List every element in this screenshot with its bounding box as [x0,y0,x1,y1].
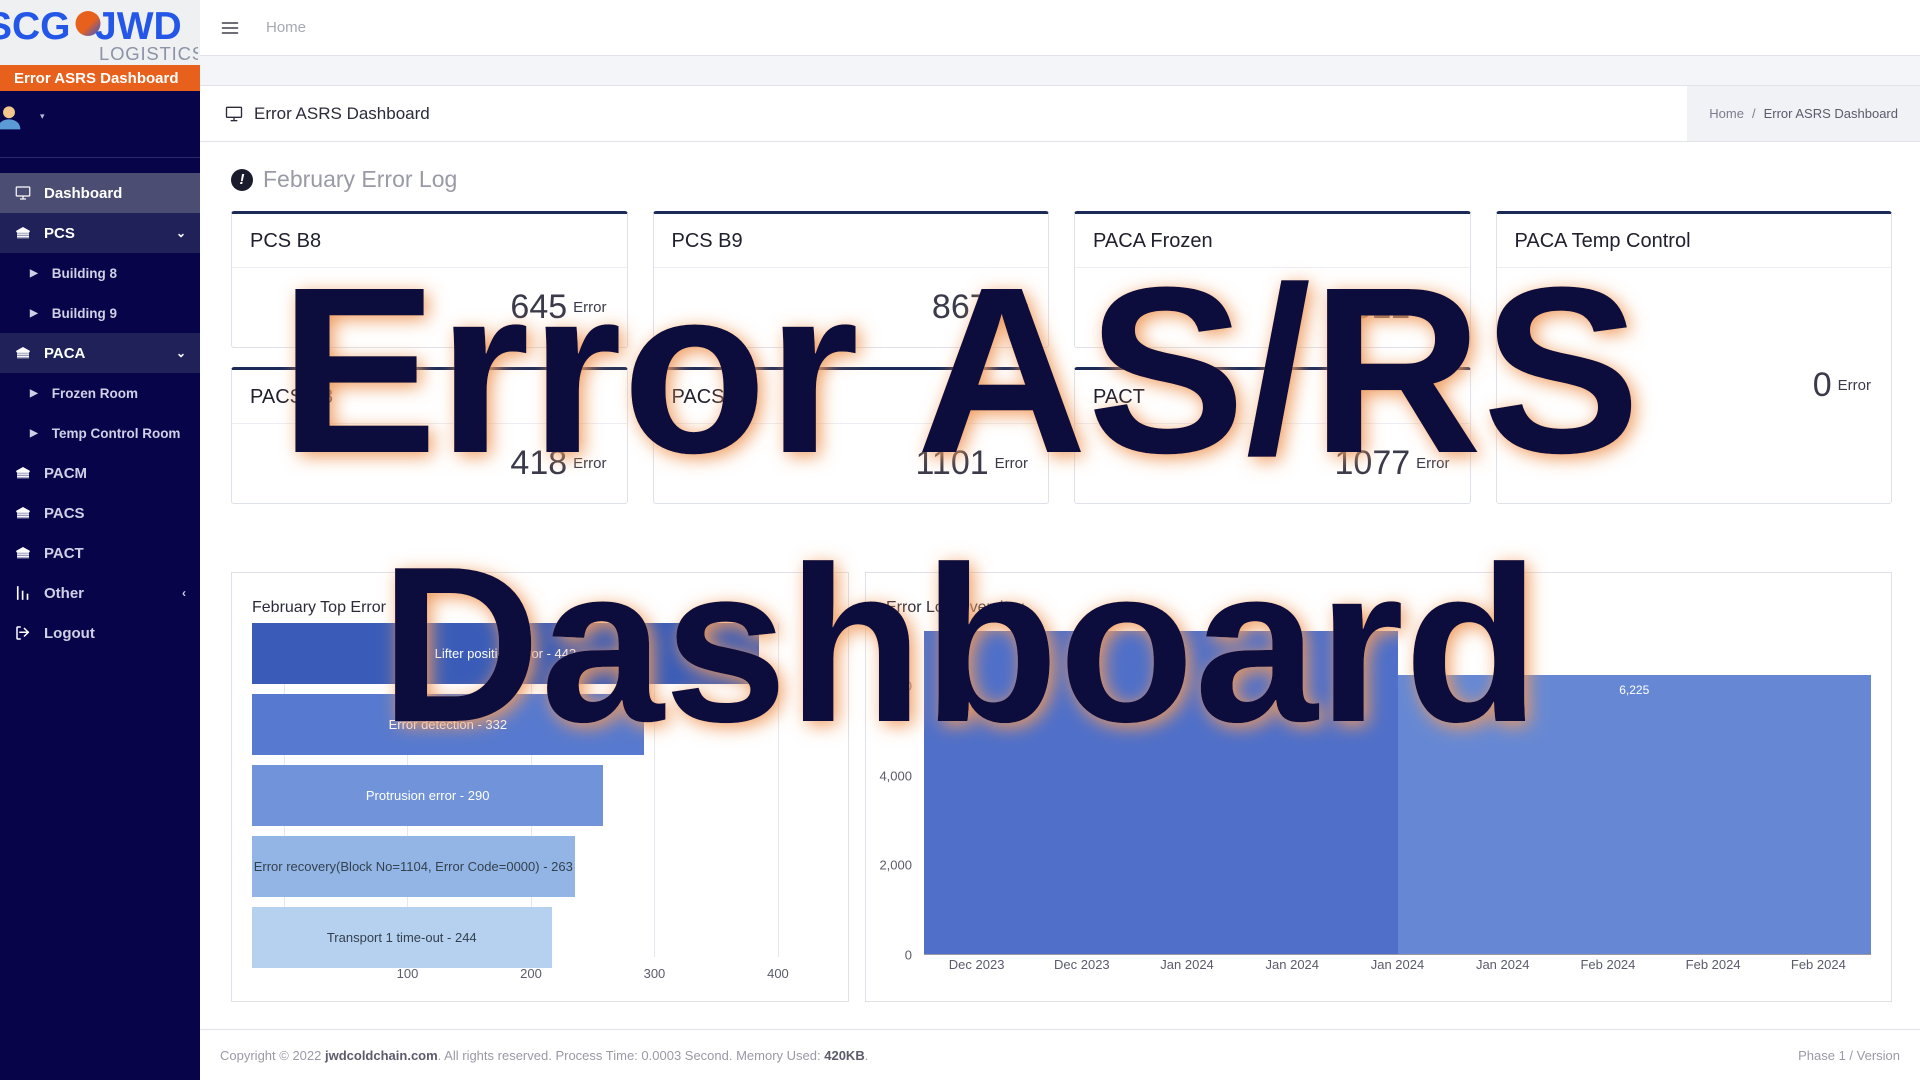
svg-text:JWD: JWD [95,5,182,48]
svg-text:SCG: SCG [0,5,71,48]
svg-text:LOGISTICS: LOGISTICS [99,43,198,64]
